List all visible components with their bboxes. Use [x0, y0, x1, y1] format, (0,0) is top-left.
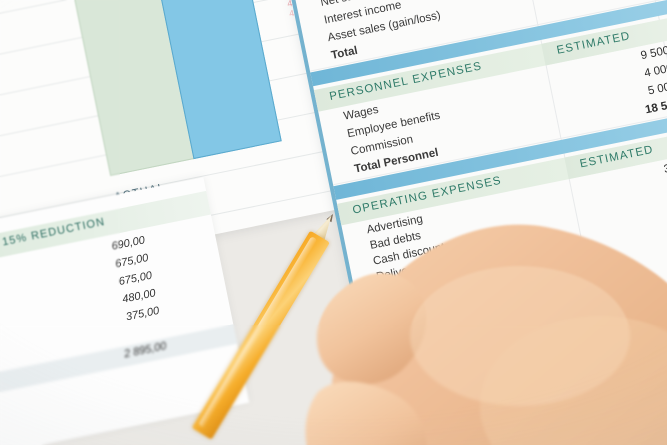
summary-total-row: [0, 324, 238, 410]
summary-header-reduction: 15% REDUCTION: [1, 215, 107, 249]
row-label-total-income: Total: [330, 44, 359, 62]
row-label-wages: Wages: [342, 103, 380, 123]
pencil-tip: [312, 212, 338, 243]
budget-sheet: ...SALE ESTIMATED ACTUAL Net sales Inter…: [276, 0, 667, 445]
value-postage-estimated: 900,00: [605, 328, 667, 368]
